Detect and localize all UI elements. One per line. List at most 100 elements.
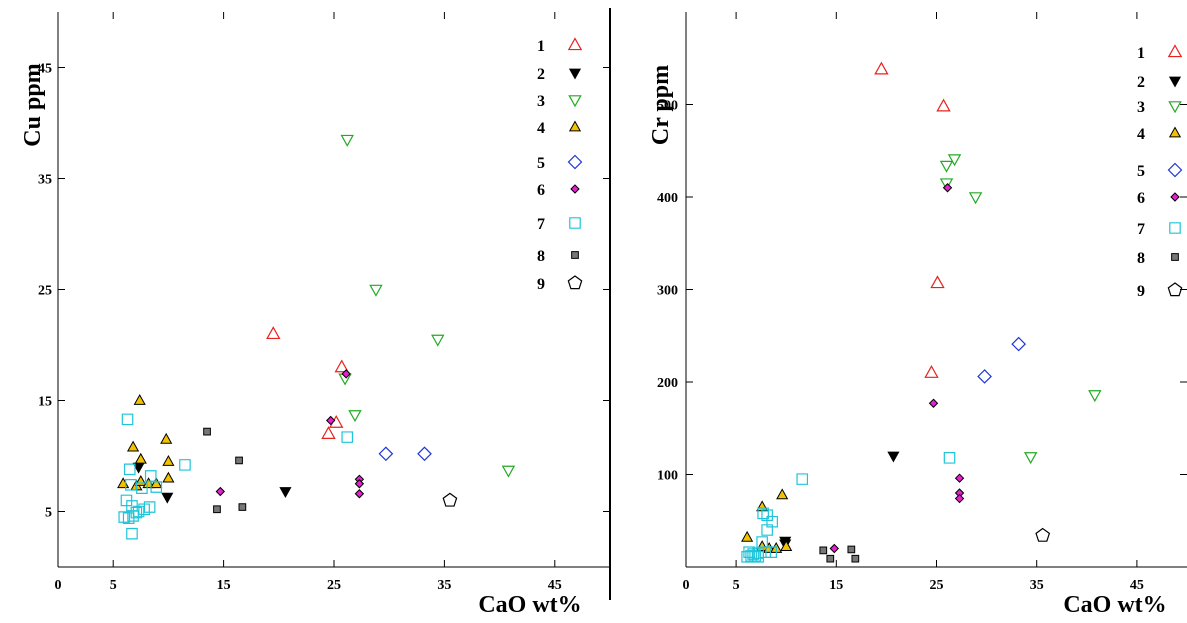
legend-label-4: 4 [1137, 126, 1145, 143]
data-point-series-7 [743, 546, 755, 558]
legend-marker-8 [1171, 253, 1179, 261]
data-point-series-7 [120, 494, 133, 507]
data-point-series-3 [340, 134, 354, 147]
y-tick-label: 5 [45, 506, 52, 521]
data-point-series-7 [150, 481, 163, 493]
x-tick-label: 45 [548, 578, 562, 593]
legend-label-9: 9 [537, 276, 545, 293]
data-point-series-1 [924, 365, 939, 378]
legend-label-3: 3 [537, 93, 545, 110]
y-tick-label: 25 [38, 284, 52, 299]
data-point-series-3 [369, 284, 383, 297]
data-point-series-4 [126, 440, 140, 452]
data-point-series-7 [143, 501, 156, 513]
legend-label-5: 5 [1137, 163, 1145, 180]
data-point-series-6 [942, 183, 953, 193]
data-point-series-8 [203, 427, 211, 436]
data-point-series-8 [851, 554, 860, 563]
legend-label-5: 5 [537, 155, 545, 172]
legend-label-2: 2 [1137, 74, 1145, 91]
data-point-series-7 [126, 527, 138, 540]
data-point-series-3 [968, 192, 983, 205]
data-point-series-8 [826, 554, 835, 563]
data-point-series-4 [741, 530, 754, 542]
data-point-series-3 [431, 334, 445, 347]
legend-label-7: 7 [1137, 221, 1145, 238]
data-point-series-7 [123, 463, 136, 476]
x-tick-label: 5 [110, 578, 117, 593]
data-point-series-7 [118, 511, 131, 523]
data-point-series-3 [1023, 452, 1038, 465]
legend-marker-6 [1170, 192, 1180, 202]
legend-marker-7 [569, 217, 581, 229]
y-axis-label: Cu ppm [20, 63, 46, 146]
data-point-series-5 [1011, 336, 1027, 352]
x-tick-label: 45 [1130, 578, 1144, 593]
data-point-series-7 [130, 506, 143, 519]
x-tick-label: 0 [55, 578, 62, 593]
data-point-series-7 [741, 551, 753, 563]
legend-label-3: 3 [1137, 99, 1145, 116]
data-point-series-7 [752, 551, 764, 563]
legend-label-8: 8 [537, 248, 545, 265]
data-point-series-6 [325, 415, 336, 426]
legend-marker-9 [567, 275, 583, 290]
data-point-series-3 [1088, 390, 1102, 403]
data-point-series-7 [749, 550, 761, 562]
legend-marker-9 [1167, 282, 1183, 297]
legend-label-9: 9 [1137, 283, 1145, 300]
legend-marker-3 [1168, 101, 1182, 114]
data-point-series-4 [150, 477, 163, 489]
x-tick-label: 35 [1030, 578, 1044, 593]
legend-label-1: 1 [537, 38, 545, 55]
data-point-series-7 [761, 509, 773, 521]
data-point-series-6 [829, 543, 840, 554]
data-point-series-7 [138, 503, 150, 516]
data-point-series-3 [939, 160, 954, 173]
data-point-series-4 [160, 432, 173, 444]
legend-label-8: 8 [1137, 250, 1145, 267]
legend-marker-1 [1167, 44, 1183, 58]
x-axis-label: CaO wt% [478, 592, 581, 618]
data-point-series-7 [179, 459, 191, 471]
legend-marker-2 [1168, 76, 1182, 88]
legend-marker-4 [1168, 126, 1182, 138]
legend-marker-5 [567, 154, 583, 170]
data-point-series-9 [442, 492, 458, 507]
legend-label-6: 6 [1137, 190, 1145, 207]
data-point-series-6 [928, 398, 939, 408]
legend-label-7: 7 [537, 216, 545, 233]
legend-marker-1 [567, 37, 583, 51]
legend-label-6: 6 [537, 182, 545, 199]
y-tick-label: 35 [38, 173, 52, 188]
x-tick-label: 25 [327, 578, 341, 593]
data-point-series-7 [765, 546, 777, 558]
data-point-series-7 [125, 479, 137, 491]
data-point-series-4 [780, 540, 793, 551]
y-tick-label: 15 [38, 395, 52, 410]
data-point-series-3 [501, 465, 516, 478]
data-point-series-4 [134, 452, 147, 464]
data-point-series-8 [819, 546, 828, 555]
y-tick-label: 300 [657, 284, 678, 299]
legend-marker-8 [571, 251, 579, 259]
data-point-series-2 [887, 451, 900, 463]
x-tick-label: 0 [683, 578, 690, 593]
data-point-series-1 [266, 326, 281, 340]
data-point-series-7 [796, 473, 809, 485]
data-point-series-6 [954, 473, 965, 483]
x-tick-label: 35 [437, 578, 451, 593]
data-point-series-7 [943, 452, 956, 464]
data-point-series-8 [235, 456, 243, 465]
data-point-series-7 [136, 482, 148, 494]
data-point-series-2 [161, 492, 174, 504]
data-point-series-7 [747, 548, 759, 560]
x-tick-label: 15 [217, 578, 231, 593]
data-point-series-7 [341, 431, 354, 443]
data-point-series-1 [936, 98, 951, 112]
y-tick-label: 500 [657, 99, 678, 114]
data-point-series-7 [144, 470, 157, 482]
y-tick-label: 100 [657, 469, 678, 484]
